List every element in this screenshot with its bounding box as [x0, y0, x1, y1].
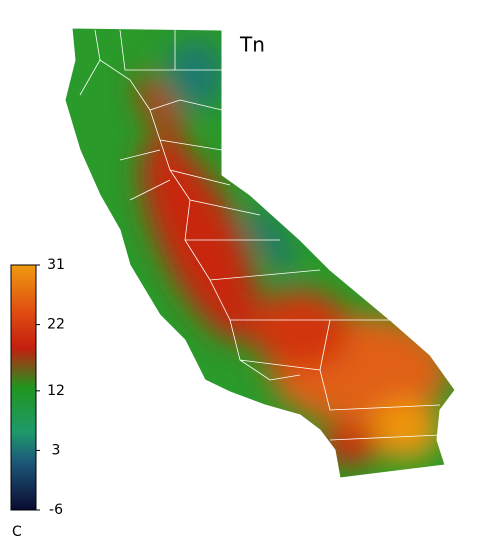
colorbar-tick-label: 31	[47, 257, 65, 273]
county-borders	[79, 29, 441, 441]
colorbar	[10, 264, 37, 511]
state-outline	[64, 27, 456, 479]
colorbar-ticks: -6 3 12 22 31	[36, 257, 65, 518]
colorbar-tick-label: 3	[52, 442, 61, 458]
colorbar-unit: C	[12, 524, 22, 540]
map-title: Tn	[239, 33, 265, 57]
colorbar-tick-label: 12	[47, 383, 65, 399]
colorbar-tick-label: 22	[47, 317, 65, 333]
colorbar-tick-label: -6	[49, 502, 63, 518]
